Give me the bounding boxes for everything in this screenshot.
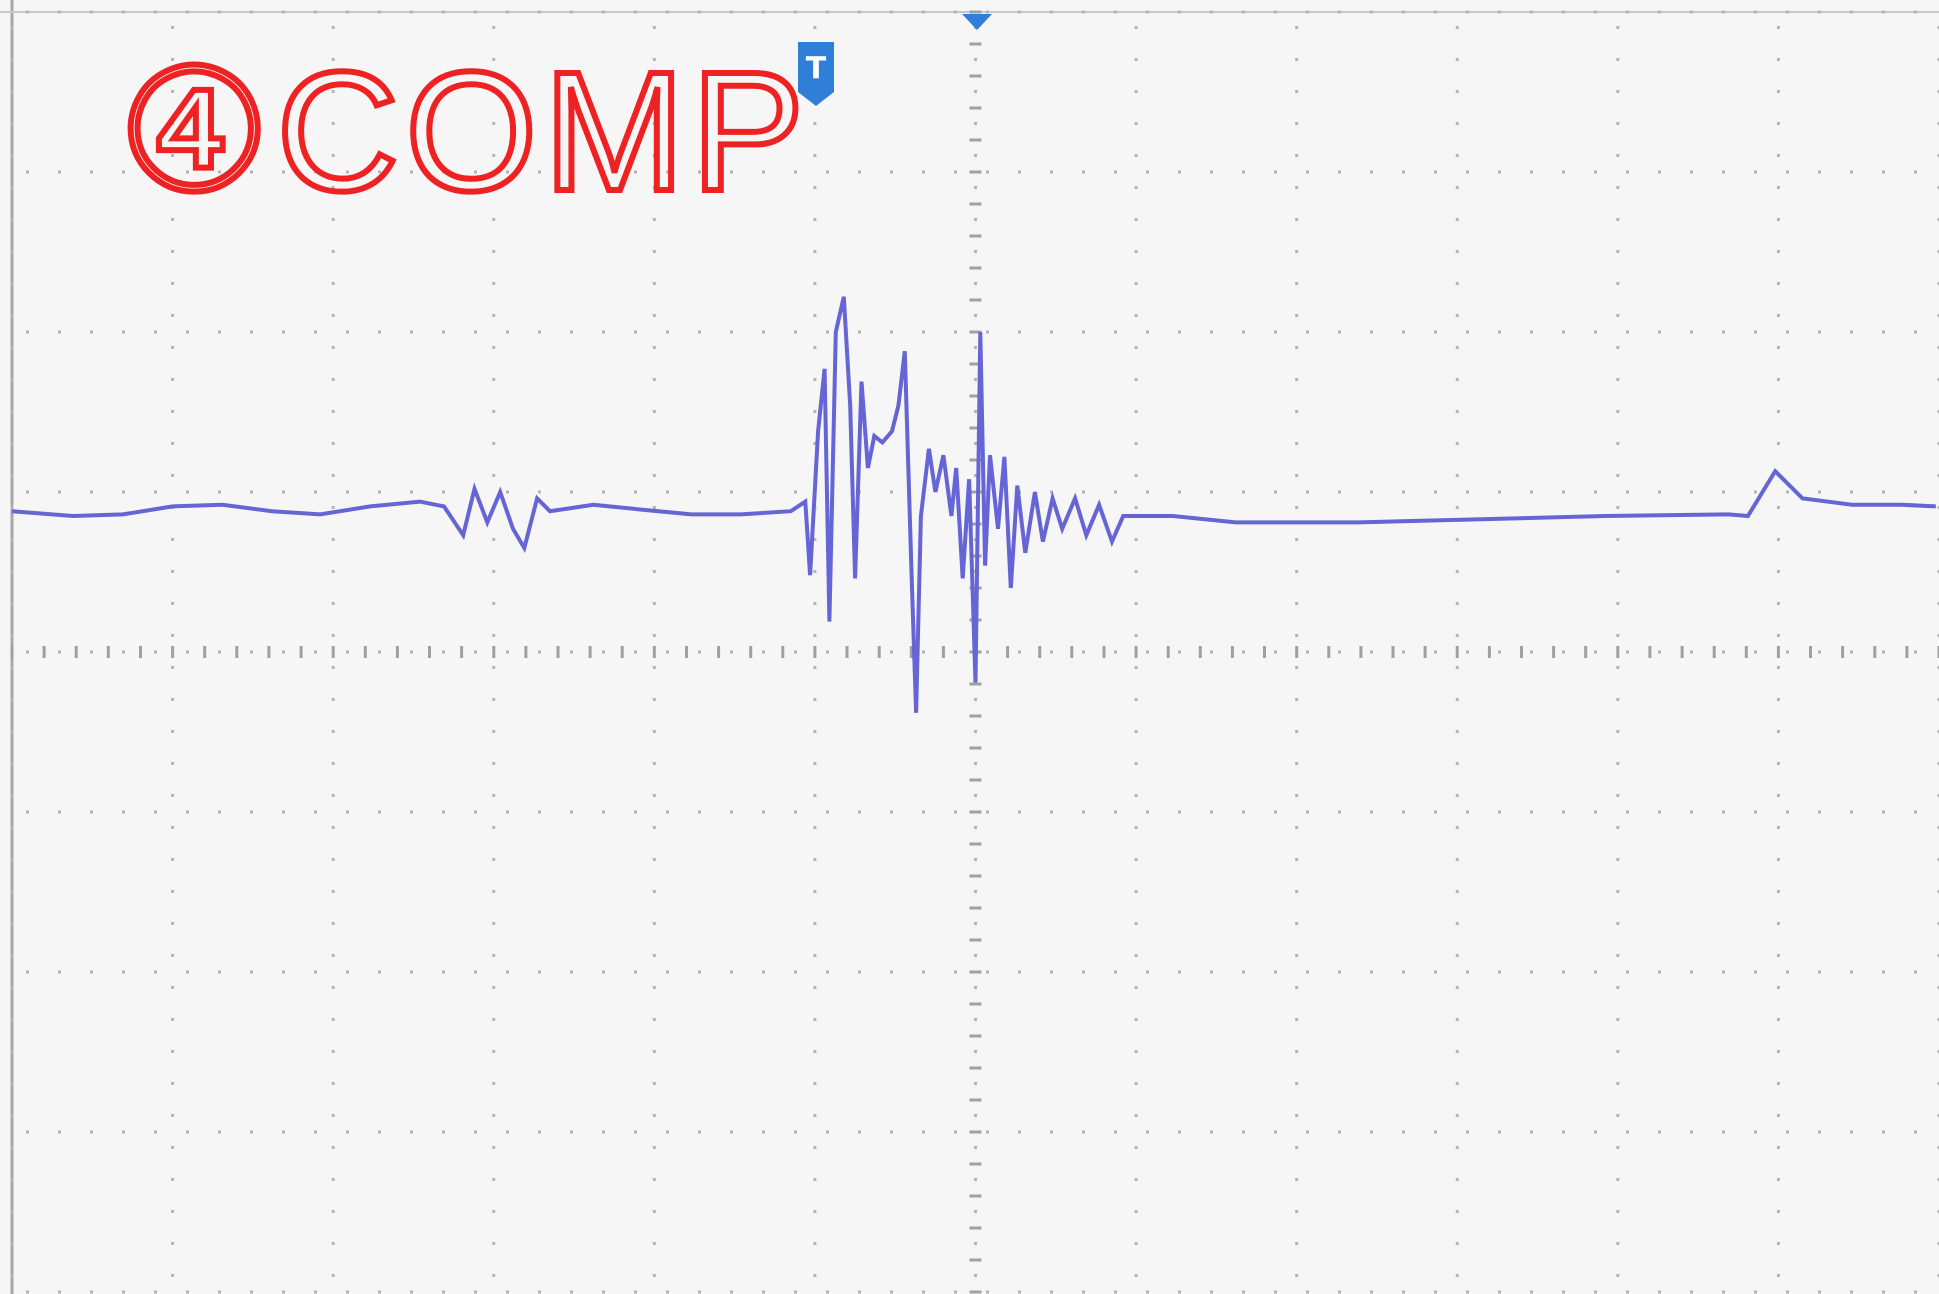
trace-layer: [11, 296, 1936, 713]
trigger-marker: [798, 42, 834, 106]
trigger-label: T: [806, 52, 827, 87]
time-center-marker: [962, 14, 992, 30]
waveform: [11, 296, 1936, 713]
handwritten-annotation: ④COMP: [118, 37, 810, 227]
